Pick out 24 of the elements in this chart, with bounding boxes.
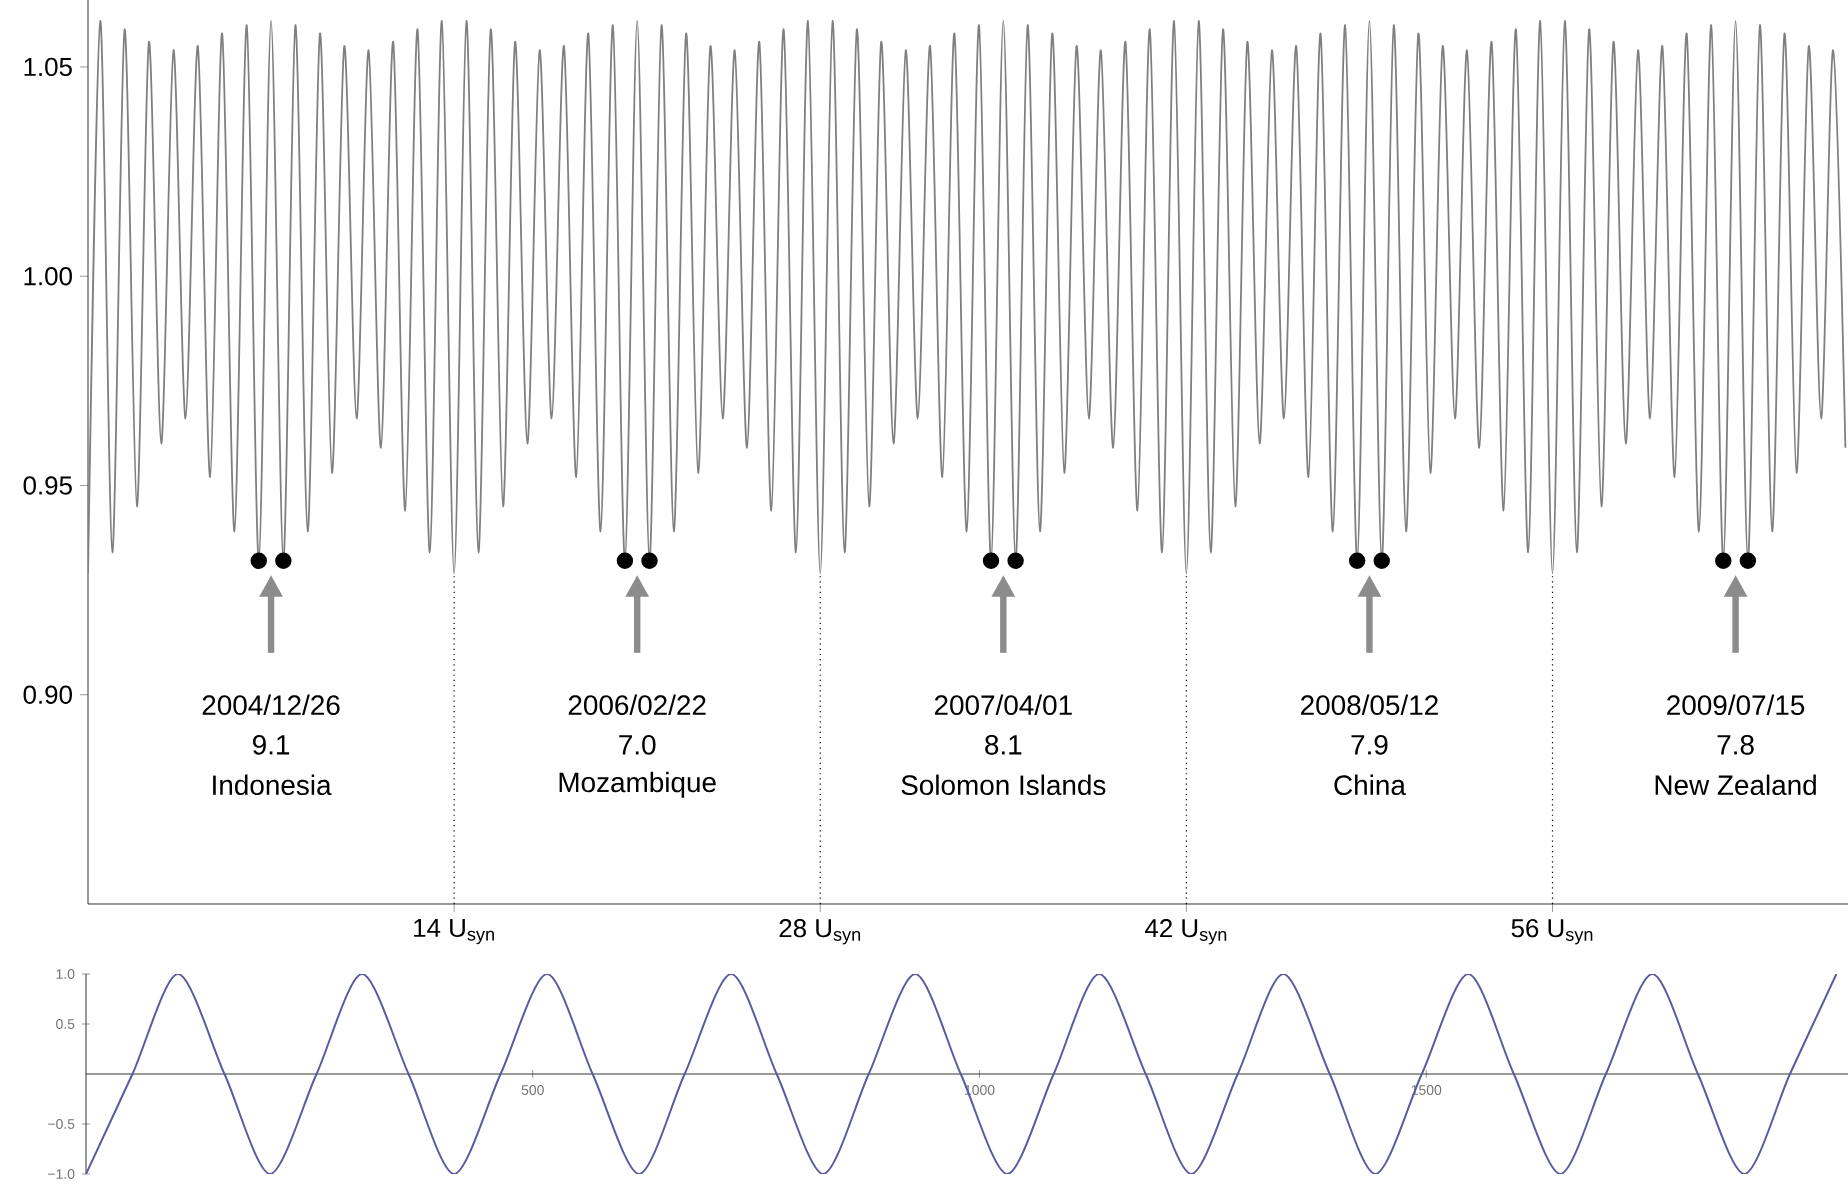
x-tick-label: 14 U$_{syn}$ — [414, 919, 494, 945]
annotation: 2007/04/01 — [934, 694, 1072, 716]
annotation: 2006/02/22 — [568, 694, 706, 716]
line-series — [88, 20, 1847, 575]
x-tick-label: 56 U$_{syn}$ — [1511, 919, 1593, 945]
annotation: Mozambique — [559, 771, 716, 798]
y-tick-label: 1.05 — [24, 57, 72, 77]
annotation: 7.0 — [619, 734, 656, 755]
annotation: New Zealand — [1655, 774, 1816, 796]
annotation: 2009/07/15 — [1667, 694, 1805, 716]
annotation: 8.1 — [985, 734, 1022, 755]
annotation: 2008/05/12 — [1301, 694, 1438, 716]
annotation: 2004/12/26 — [202, 694, 340, 716]
annotation: 9.1 — [252, 734, 290, 755]
annotation: China — [1334, 774, 1406, 796]
annotation: 7.8 — [1717, 734, 1754, 755]
annotation: 7.9 — [1351, 734, 1388, 755]
annotation: Indonesia — [213, 774, 332, 796]
y-tick-label: 0.90 — [23, 685, 72, 704]
y-tick-label: 1.00 — [24, 267, 72, 286]
x-tick-label: 42 U$_{syn}$ — [1145, 919, 1227, 945]
x-tick-label: 28 U$_{syn}$ — [779, 919, 861, 945]
y-tick-label: 0.95 — [23, 476, 72, 495]
annotation: Solomon Islands — [901, 774, 1106, 796]
